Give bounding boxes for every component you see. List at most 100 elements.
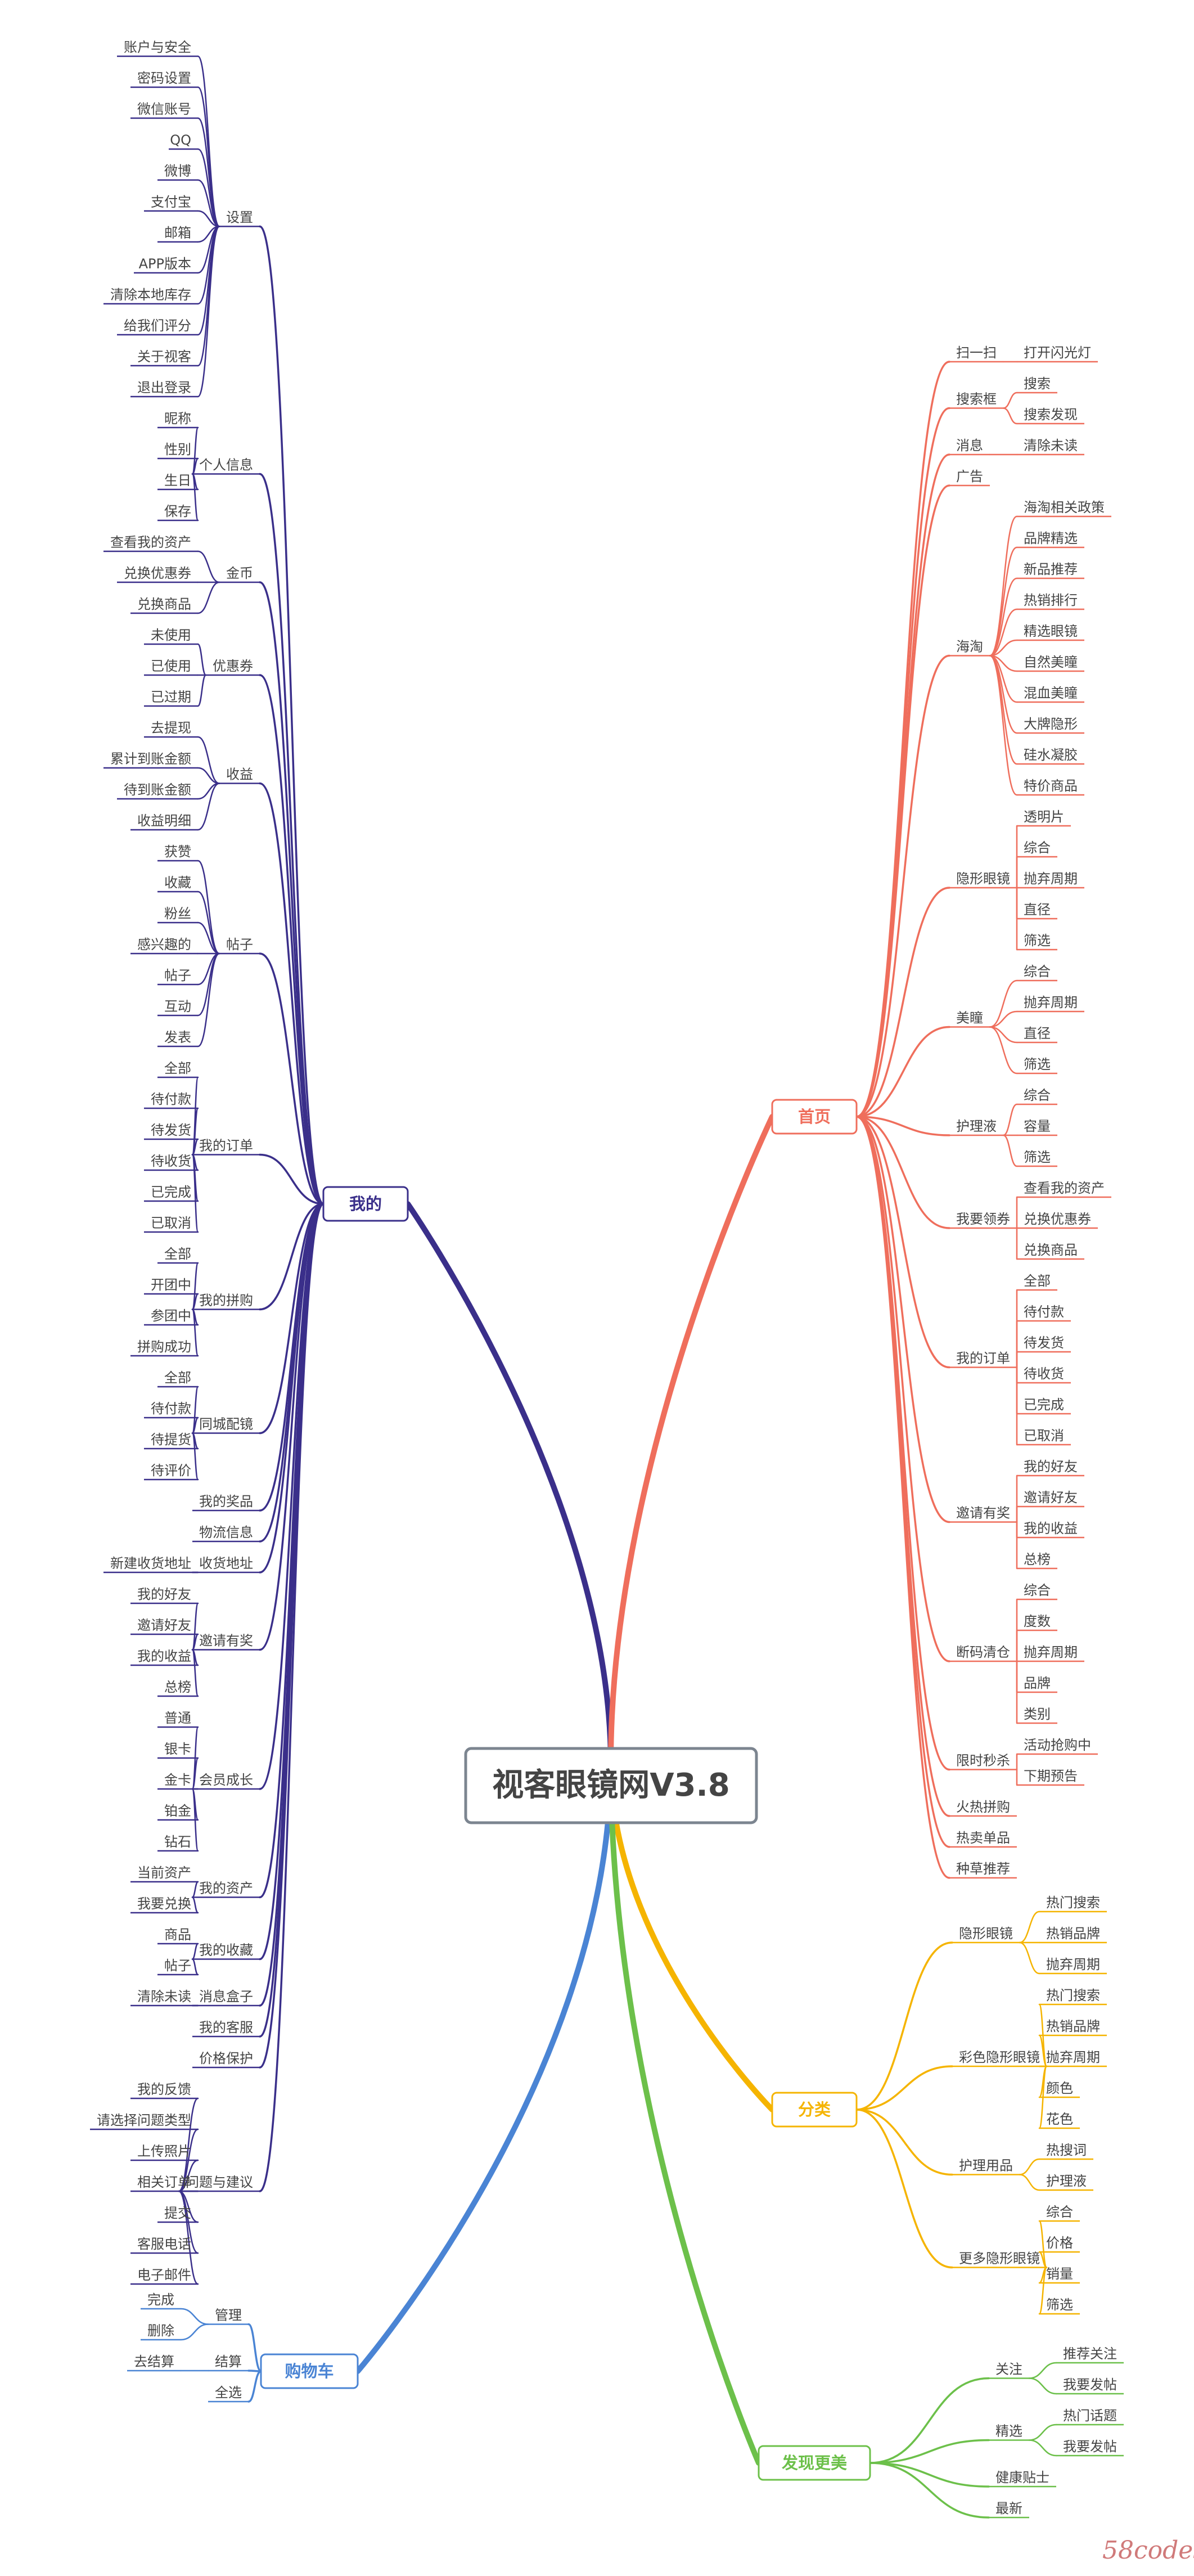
node-wode-leaf[interactable]: 账户与安全	[124, 39, 191, 55]
node-faxian-leaf[interactable]: 热门话题	[1063, 2408, 1117, 2424]
node-shouye-leaf[interactable]: 品牌精选	[1024, 531, 1078, 546]
node-wode-leaf[interactable]: 总榜	[164, 1679, 191, 1695]
node-shouye-l1[interactable]: 我的订单	[956, 1351, 1010, 1366]
node-shouye-l1[interactable]: 广告	[956, 469, 983, 484]
node-wode-leaf[interactable]: 支付宝	[151, 194, 191, 210]
node-faxian-l1[interactable]: 关注	[995, 2362, 1022, 2377]
node-wode-leaf[interactable]: 请选择问题类型	[97, 2112, 191, 2128]
node-wode-l1[interactable]: 我的拼购	[199, 1293, 253, 1309]
node-fenlei-leaf[interactable]: 热门搜索	[1046, 1895, 1100, 1910]
node-wode-leaf[interactable]: 昵称	[164, 411, 191, 426]
node-wode-leaf[interactable]: 性别	[164, 442, 191, 457]
node-shouye-l1[interactable]: 热卖单品	[956, 1830, 1010, 1846]
node-shouye-leaf[interactable]: 综合	[1024, 964, 1051, 979]
node-wode-leaf[interactable]: 密码设置	[137, 70, 191, 86]
node-wode-leaf[interactable]: 普通	[164, 1710, 191, 1726]
node-wode-leaf[interactable]: 商品	[164, 1927, 191, 1943]
node-wode-leaf[interactable]: QQ	[170, 132, 191, 148]
node-wode-leaf[interactable]: 收益明细	[137, 813, 191, 829]
node-gouwuche-l1[interactable]: 全选	[215, 2385, 242, 2400]
node-wode-leaf[interactable]: 已完成	[151, 1184, 191, 1200]
node-wode-leaf[interactable]: 待付款	[151, 1091, 191, 1107]
node-wode-leaf[interactable]: 发表	[164, 1029, 191, 1045]
node-wode-l1[interactable]: 问题与建议	[186, 2174, 253, 2190]
node-wode-leaf[interactable]: 帖子	[164, 968, 191, 983]
branch-faxian-box[interactable]	[758, 2445, 871, 2481]
node-wode-leaf[interactable]: 兑换优惠券	[124, 565, 191, 581]
node-fenlei-l1[interactable]: 更多隐形眼镜	[959, 2251, 1040, 2267]
node-fenlei-leaf[interactable]: 综合	[1046, 2204, 1073, 2220]
node-wode-l1[interactable]: 帖子	[226, 937, 253, 952]
node-shouye-leaf[interactable]: 总榜	[1024, 1552, 1051, 1567]
node-shouye-leaf[interactable]: 待付款	[1024, 1304, 1064, 1320]
node-wode-leaf[interactable]: 钻石	[164, 1834, 191, 1850]
node-shouye-leaf[interactable]: 自然美瞳	[1024, 654, 1078, 670]
node-wode-leaf[interactable]: 我的好友	[137, 1586, 191, 1602]
node-wode-l1[interactable]: 我的资产	[199, 1881, 253, 1896]
node-fenlei-leaf[interactable]: 热销品牌	[1046, 2018, 1100, 2034]
node-fenlei-l1[interactable]: 护理用品	[959, 2158, 1013, 2174]
node-wode-leaf[interactable]: 退出登录	[137, 380, 191, 395]
node-wode-leaf[interactable]: 提交	[164, 2205, 191, 2221]
node-shouye-leaf[interactable]: 直径	[1024, 902, 1051, 918]
node-fenlei-leaf[interactable]: 热销品牌	[1046, 1926, 1100, 1941]
node-wode-leaf[interactable]: 帖子	[164, 1958, 191, 1973]
center-node[interactable]: 视客眼镜网V3.8	[464, 1747, 758, 1824]
node-faxian-leaf[interactable]: 推荐关注	[1063, 2346, 1117, 2362]
node-wode-leaf[interactable]: 给我们评分	[124, 318, 191, 334]
node-wode-l1[interactable]: 我的奖品	[199, 1494, 253, 1509]
node-fenlei-leaf[interactable]: 销量	[1046, 2266, 1073, 2282]
node-shouye-leaf[interactable]: 下期预告	[1024, 1768, 1078, 1784]
node-shouye-leaf[interactable]: 筛选	[1024, 1057, 1051, 1072]
node-shouye-leaf[interactable]: 查看我的资产	[1024, 1180, 1105, 1196]
node-wode-l1[interactable]: 收货地址	[199, 1556, 253, 1571]
node-shouye-l1[interactable]: 隐形眼镜	[956, 871, 1010, 887]
node-wode-leaf[interactable]: 生日	[164, 473, 191, 488]
node-wode-leaf[interactable]: 参团中	[151, 1308, 191, 1324]
node-gouwuche-leaf[interactable]: 删除	[147, 2323, 174, 2339]
node-shouye-leaf[interactable]: 特价商品	[1024, 778, 1078, 794]
node-wode-leaf[interactable]: 获赞	[164, 844, 191, 860]
node-faxian-l1[interactable]: 精选	[995, 2424, 1022, 2439]
node-wode-leaf[interactable]: 我要兑换	[137, 1896, 191, 1912]
node-shouye-leaf[interactable]: 精选眼镜	[1024, 623, 1078, 639]
node-shouye-leaf[interactable]: 筛选	[1024, 1149, 1051, 1165]
node-wode-l1[interactable]: 我的客服	[199, 2020, 253, 2035]
node-faxian-l1[interactable]: 健康贴士	[995, 2470, 1049, 2485]
node-shouye-leaf[interactable]: 类别	[1024, 1706, 1051, 1722]
node-wode-l1[interactable]: 同城配镜	[199, 1417, 253, 1432]
node-gouwuche-leaf[interactable]: 完成	[147, 2292, 174, 2308]
node-wode-leaf[interactable]: 微信账号	[137, 101, 191, 117]
node-wode-leaf[interactable]: 粉丝	[164, 906, 191, 921]
node-wode-leaf[interactable]: 铂金	[164, 1803, 191, 1819]
node-shouye-leaf[interactable]: 抛弃周期	[1024, 871, 1078, 887]
node-wode-leaf[interactable]: 累计到账金额	[110, 751, 191, 767]
node-shouye-leaf[interactable]: 透明片	[1024, 809, 1064, 825]
node-wode-leaf[interactable]: 相关订单	[137, 2174, 191, 2190]
node-wode-leaf[interactable]: 我的收益	[137, 1648, 191, 1664]
node-shouye-leaf[interactable]: 我的好友	[1024, 1459, 1078, 1474]
node-shouye-l1[interactable]: 我要领券	[956, 1211, 1010, 1227]
node-fenlei-leaf[interactable]: 热搜词	[1046, 2142, 1087, 2158]
node-wode-leaf[interactable]: 保存	[164, 503, 191, 519]
node-wode-leaf[interactable]: 清除本地库存	[110, 287, 191, 303]
node-wode-leaf[interactable]: 待提货	[151, 1432, 191, 1447]
node-wode-leaf[interactable]: 新建收货地址	[110, 1556, 191, 1571]
node-wode-l1[interactable]: 我的收藏	[199, 1943, 253, 1958]
node-shouye-l1[interactable]: 护理液	[956, 1118, 997, 1134]
node-shouye-leaf[interactable]: 硅水凝胶	[1024, 747, 1078, 763]
node-wode-leaf[interactable]: 邀请好友	[137, 1617, 191, 1633]
node-wode-leaf[interactable]: 金卡	[164, 1772, 191, 1788]
node-fenlei-l1[interactable]: 隐形眼镜	[959, 1926, 1013, 1941]
node-wode-l1[interactable]: 消息盒子	[199, 1989, 253, 2004]
node-wode-leaf[interactable]: 全部	[164, 1246, 191, 1262]
node-wode-leaf[interactable]: 当前资产	[137, 1865, 191, 1881]
node-fenlei-leaf[interactable]: 价格	[1046, 2235, 1073, 2251]
node-shouye-l1[interactable]: 种草推荐	[956, 1861, 1010, 1877]
node-wode-leaf[interactable]: 拼购成功	[137, 1339, 191, 1355]
node-wode-leaf[interactable]: 收藏	[164, 875, 191, 891]
node-shouye-l1[interactable]: 扫一扫	[956, 345, 997, 361]
node-wode-l1[interactable]: 金币	[226, 565, 253, 581]
node-wode-leaf[interactable]: 待收货	[151, 1153, 191, 1169]
node-wode-leaf[interactable]: 银卡	[164, 1741, 191, 1757]
